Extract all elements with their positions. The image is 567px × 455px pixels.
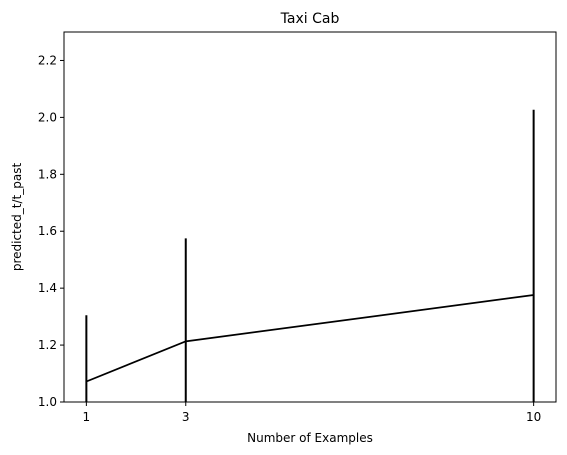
plot-area <box>85 109 535 402</box>
chart-title: Taxi Cab <box>280 11 340 27</box>
y-tick-label: 1.2 <box>38 338 57 352</box>
y-tick-label: 1.4 <box>38 281 57 295</box>
plot-frame <box>63 31 557 403</box>
y-tick-label: 2.2 <box>38 53 57 67</box>
y-tick-label: 2.0 <box>38 110 57 124</box>
x-axis-label: Number of Examples <box>247 431 373 445</box>
y-axis-label: predicted_t/t_past <box>10 163 24 272</box>
y-axis: 1.0 1.2 1.4 1.6 1.8 2.0 2.2 <box>38 53 64 409</box>
y-tick-label: 1.8 <box>38 167 57 181</box>
x-axis: 1 3 10 <box>83 402 541 424</box>
x-tick-label: 3 <box>182 410 190 424</box>
y-tick-label: 1.0 <box>38 395 57 409</box>
y-tick-label: 1.6 <box>38 224 57 238</box>
x-tick-label: 10 <box>526 410 541 424</box>
x-tick-label: 1 <box>83 410 91 424</box>
series-line <box>86 294 534 383</box>
